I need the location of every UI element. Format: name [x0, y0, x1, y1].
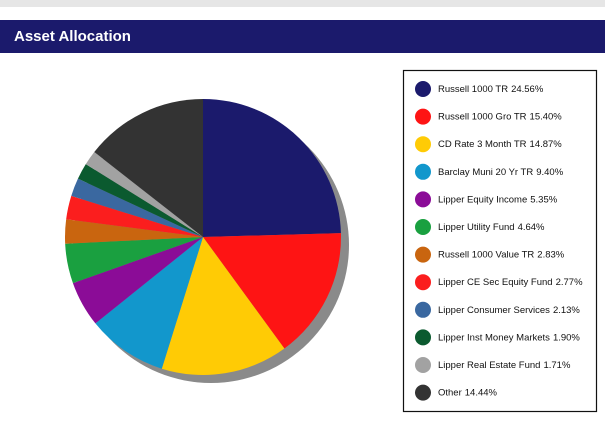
pie-slice	[66, 195, 203, 237]
legend-label: Barclay Muni 20 Yr TR 9.40%	[438, 166, 564, 177]
pie-slice	[65, 237, 203, 284]
legend-name: Lipper Inst Money Markets	[438, 332, 550, 343]
legend-value: 15.40%	[530, 111, 563, 122]
legend-name: Russell 1000 Gro TR	[438, 111, 527, 122]
pie-slice	[94, 98, 203, 237]
pie-slice	[95, 237, 203, 369]
legend-value: 1.71%	[543, 360, 570, 371]
legend-swatch	[415, 329, 431, 346]
legend-value: 2.13%	[553, 304, 580, 315]
legend-label: Russell 1000 TR 24.56%	[438, 84, 544, 95]
legend-label: Lipper Inst Money Markets 1.90%	[438, 332, 580, 343]
header-bar	[0, 20, 605, 53]
legend-swatch	[415, 384, 431, 401]
legend-name: CD Rate 3 Month TR	[438, 139, 527, 150]
legend-swatch	[415, 357, 431, 373]
legend-name: Lipper Real Estate Fund	[438, 360, 540, 371]
pie-slice	[203, 99, 341, 237]
legend-label: Lipper Consumer Services 2.13%	[438, 304, 580, 315]
legend-swatch	[415, 191, 431, 208]
pie-slice	[85, 152, 203, 237]
legend-swatch	[415, 81, 431, 97]
pie-slice	[72, 237, 203, 324]
legend-swatch	[415, 219, 431, 235]
legend-value: 24.56%	[511, 84, 544, 95]
legend-label: Lipper Real Estate Fund 1.71%	[438, 360, 571, 371]
pie-slice	[71, 178, 204, 237]
legend-name: Lipper Utility Fund	[438, 222, 515, 233]
legend-name: Barclay Muni 20 Yr TR	[438, 166, 533, 177]
legend-swatch	[415, 108, 431, 125]
legend-swatch	[415, 274, 431, 291]
legend-swatch	[415, 246, 431, 263]
legend-value: 4.64%	[518, 222, 545, 233]
legend-label: CD Rate 3 Month TR 14.87%	[438, 139, 562, 150]
legend-value: 9.40%	[536, 166, 563, 177]
legend-swatch	[415, 136, 431, 153]
legend-swatch	[415, 163, 431, 180]
legend-swatch	[415, 301, 431, 318]
top-band	[0, 0, 605, 7]
legend-label: Russell 1000 Gro TR 15.40%	[438, 111, 562, 122]
legend-value: 1.90%	[553, 332, 580, 343]
pie-slice	[65, 219, 203, 244]
pie-slice	[203, 233, 341, 349]
pie-slice	[161, 237, 285, 376]
legend-value: 2.77%	[556, 277, 583, 288]
legend-name: Lipper Consumer Services	[438, 304, 550, 315]
legend-label: Russell 1000 Value TR 2.83%	[438, 249, 565, 260]
legend-value: 5.35%	[530, 194, 557, 205]
legend-label: Lipper Utility Fund 4.64%	[438, 222, 545, 233]
legend-label: Other 14.44%	[438, 387, 498, 398]
legend-value: 2.83%	[537, 249, 564, 260]
legend-name: Russell 1000 TR	[438, 84, 508, 95]
legend-name: Russell 1000 Value TR	[438, 249, 534, 260]
legend-label: Lipper Equity Income 5.35%	[438, 194, 558, 205]
legend-value: 14.87%	[530, 139, 563, 150]
pie-slice	[77, 164, 203, 237]
legend-name: Other	[438, 387, 462, 398]
chart-title: Asset Allocation	[14, 28, 131, 45]
legend-box	[402, 69, 598, 413]
legend-label: Lipper CE Sec Equity Fund 2.77%	[438, 277, 583, 288]
legend-name: Lipper Equity Income	[438, 194, 527, 205]
legend-name: Lipper CE Sec Equity Fund	[438, 277, 553, 288]
legend-value: 14.44%	[465, 387, 498, 398]
